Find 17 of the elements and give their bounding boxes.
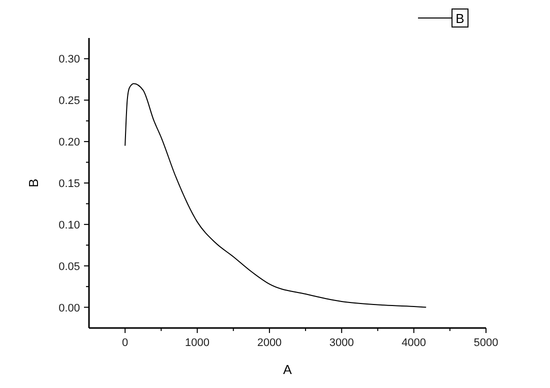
x-tick-label: 3000 [329,337,354,349]
y-tick-label: 0.10 [58,219,80,232]
x-tick-label: 5000 [474,337,498,349]
y-tick-label: 0.30 [58,54,80,66]
x-tick-label: 4000 [402,337,426,349]
y-tick-label: 0.20 [58,136,80,149]
legend-label: B [456,11,464,26]
y-axis-title: B [26,178,41,188]
x-tick-label: 0 [122,337,128,349]
x-tick-label: 2000 [257,337,282,349]
x-axis-title: A [283,362,292,377]
y-tick-label: 0.25 [58,95,80,108]
x-tick-label: 1000 [185,337,210,349]
y-tick-label: 0.05 [58,260,80,273]
line-series [124,83,427,308]
y-tick-label: 0.15 [58,178,80,190]
y-tick-label: 0.00 [58,302,80,314]
